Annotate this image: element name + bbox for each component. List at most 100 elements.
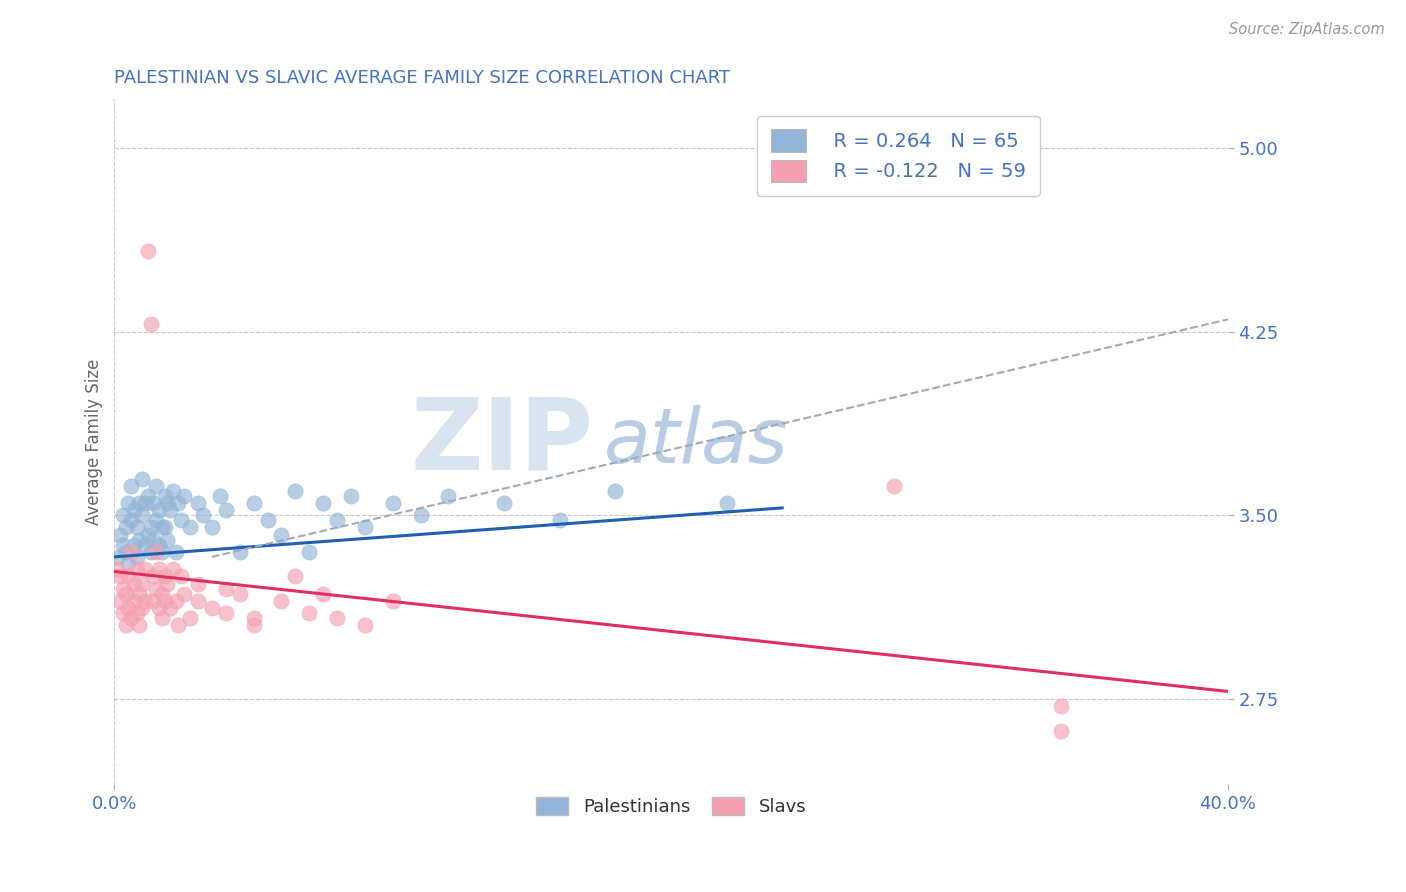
Point xyxy=(120,479,142,493)
Point xyxy=(162,483,184,498)
Point xyxy=(120,513,142,527)
Text: ZIP: ZIP xyxy=(411,393,593,491)
Point xyxy=(108,569,131,583)
Point xyxy=(125,562,148,576)
Point xyxy=(139,545,162,559)
Point xyxy=(159,601,181,615)
Point xyxy=(156,496,179,510)
Point xyxy=(193,508,215,523)
Point xyxy=(165,594,187,608)
Point xyxy=(201,520,224,534)
Point xyxy=(114,545,136,559)
Point xyxy=(148,601,170,615)
Point xyxy=(173,586,195,600)
Point xyxy=(128,586,150,600)
Point xyxy=(167,496,190,510)
Point xyxy=(209,489,232,503)
Point xyxy=(120,611,142,625)
Point xyxy=(326,513,349,527)
Point xyxy=(122,594,145,608)
Point xyxy=(150,586,173,600)
Point xyxy=(142,594,165,608)
Point xyxy=(173,489,195,503)
Point xyxy=(242,496,264,510)
Point xyxy=(148,562,170,576)
Point xyxy=(312,496,335,510)
Point xyxy=(153,569,176,583)
Point xyxy=(170,569,193,583)
Point xyxy=(156,576,179,591)
Point xyxy=(1050,699,1073,714)
Point xyxy=(125,606,148,620)
Point xyxy=(108,594,131,608)
Point xyxy=(111,508,134,523)
Point xyxy=(170,513,193,527)
Point xyxy=(381,594,404,608)
Point xyxy=(105,549,128,564)
Point xyxy=(354,618,377,632)
Point xyxy=(716,496,738,510)
Point xyxy=(117,496,139,510)
Point xyxy=(228,586,250,600)
Point xyxy=(883,479,905,493)
Point xyxy=(122,503,145,517)
Point xyxy=(131,576,153,591)
Point xyxy=(150,611,173,625)
Point xyxy=(153,594,176,608)
Point xyxy=(153,520,176,534)
Point xyxy=(187,576,209,591)
Point xyxy=(312,586,335,600)
Point xyxy=(128,496,150,510)
Point xyxy=(150,520,173,534)
Point xyxy=(148,538,170,552)
Point xyxy=(134,594,156,608)
Point xyxy=(142,496,165,510)
Point xyxy=(270,594,292,608)
Point xyxy=(111,538,134,552)
Point xyxy=(114,586,136,600)
Point xyxy=(340,489,363,503)
Point xyxy=(139,318,162,332)
Point xyxy=(142,569,165,583)
Point xyxy=(139,520,162,534)
Point xyxy=(215,503,238,517)
Point xyxy=(156,533,179,547)
Point xyxy=(105,562,128,576)
Point xyxy=(242,618,264,632)
Point xyxy=(125,520,148,534)
Y-axis label: Average Family Size: Average Family Size xyxy=(86,359,103,525)
Point xyxy=(179,520,201,534)
Point xyxy=(122,538,145,552)
Point xyxy=(128,618,150,632)
Point xyxy=(145,582,167,596)
Point xyxy=(131,508,153,523)
Point xyxy=(145,513,167,527)
Text: PALESTINIAN VS SLAVIC AVERAGE FAMILY SIZE CORRELATION CHART: PALESTINIAN VS SLAVIC AVERAGE FAMILY SIZ… xyxy=(114,69,731,87)
Point xyxy=(381,496,404,510)
Point xyxy=(215,582,238,596)
Legend: Palestinians, Slavs: Palestinians, Slavs xyxy=(529,789,814,823)
Text: atlas: atlas xyxy=(605,405,789,479)
Point xyxy=(270,528,292,542)
Point xyxy=(153,489,176,503)
Point xyxy=(134,562,156,576)
Point xyxy=(165,545,187,559)
Point xyxy=(298,545,321,559)
Point xyxy=(122,576,145,591)
Point xyxy=(437,489,460,503)
Point xyxy=(142,533,165,547)
Point xyxy=(201,601,224,615)
Point xyxy=(215,606,238,620)
Point xyxy=(120,545,142,559)
Point xyxy=(117,601,139,615)
Point xyxy=(145,545,167,559)
Point xyxy=(409,508,432,523)
Point xyxy=(179,611,201,625)
Point xyxy=(298,606,321,620)
Point xyxy=(548,513,571,527)
Point xyxy=(111,582,134,596)
Point xyxy=(162,562,184,576)
Point xyxy=(242,611,264,625)
Point xyxy=(134,538,156,552)
Point xyxy=(494,496,516,510)
